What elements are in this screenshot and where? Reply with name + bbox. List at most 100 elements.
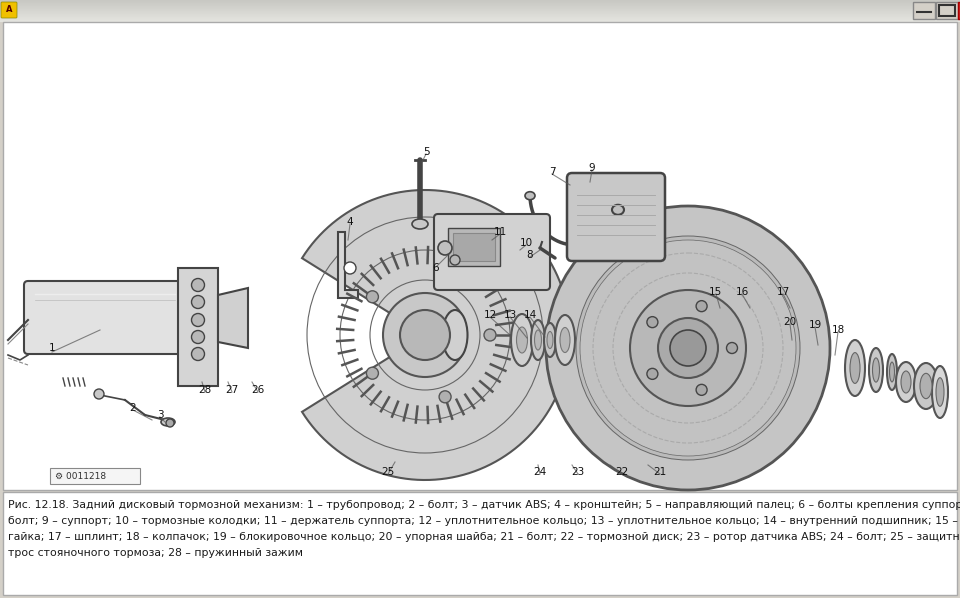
Ellipse shape	[555, 315, 575, 365]
FancyBboxPatch shape	[1, 2, 17, 18]
Circle shape	[438, 241, 452, 255]
Text: 16: 16	[735, 287, 749, 297]
Ellipse shape	[869, 348, 883, 392]
Bar	[0, 7, 960, 8]
Circle shape	[344, 262, 356, 274]
Ellipse shape	[412, 219, 428, 229]
Bar	[0, 1, 960, 2]
Ellipse shape	[544, 323, 556, 357]
Bar	[0, 6, 960, 7]
Text: 20: 20	[783, 317, 797, 327]
Ellipse shape	[547, 331, 553, 349]
Bar	[453, 233, 495, 261]
Circle shape	[191, 313, 204, 327]
Text: 28: 28	[199, 385, 211, 395]
Text: болт; 9 – суппорт; 10 – тормозные колодки; 11 – держатель суппорта; 12 – уплотни: болт; 9 – суппорт; 10 – тормозные колодк…	[8, 516, 960, 526]
Ellipse shape	[850, 353, 860, 383]
Text: 21: 21	[654, 467, 666, 477]
Circle shape	[546, 206, 830, 490]
Bar	[936, 2, 958, 19]
Bar	[0, 14, 960, 15]
Bar	[0, 2, 960, 3]
Ellipse shape	[535, 330, 541, 350]
Circle shape	[647, 316, 658, 328]
Text: 12: 12	[484, 310, 496, 320]
Bar	[0, 15, 960, 16]
Text: 3: 3	[156, 410, 163, 420]
Circle shape	[439, 267, 451, 279]
Circle shape	[696, 301, 708, 312]
Circle shape	[647, 368, 658, 379]
Bar	[178, 268, 218, 386]
Circle shape	[400, 310, 450, 360]
Text: гайка; 17 – шплинт; 18 – колпачок; 19 – блокировочное кольцо; 20 – упорная шайба: гайка; 17 – шплинт; 18 – колпачок; 19 – …	[8, 532, 960, 542]
Ellipse shape	[560, 328, 570, 352]
Ellipse shape	[525, 192, 535, 200]
Bar	[0, 5, 960, 6]
Circle shape	[367, 291, 378, 303]
Circle shape	[630, 290, 746, 406]
Bar	[0, 13, 960, 14]
Text: 8: 8	[527, 250, 534, 260]
Text: 15: 15	[708, 287, 722, 297]
Bar	[0, 3, 960, 4]
Ellipse shape	[516, 327, 527, 353]
Ellipse shape	[932, 366, 948, 418]
Circle shape	[191, 295, 204, 309]
Text: 11: 11	[493, 227, 507, 237]
Circle shape	[727, 343, 737, 353]
FancyBboxPatch shape	[24, 281, 187, 354]
Polygon shape	[338, 232, 358, 298]
Text: 26: 26	[252, 385, 265, 395]
Bar	[0, 0, 960, 1]
Text: 4: 4	[347, 217, 353, 227]
Polygon shape	[218, 288, 248, 348]
Text: 22: 22	[615, 467, 629, 477]
Bar	[0, 11, 960, 12]
FancyBboxPatch shape	[434, 214, 550, 290]
Circle shape	[191, 347, 204, 361]
Circle shape	[94, 389, 104, 399]
Ellipse shape	[612, 205, 624, 215]
Text: трос стояночного тормоза; 28 – пружинный зажим: трос стояночного тормоза; 28 – пружинный…	[8, 548, 303, 558]
Ellipse shape	[443, 310, 468, 360]
Circle shape	[191, 279, 204, 291]
Circle shape	[450, 255, 460, 265]
Bar	[0, 16, 960, 17]
Text: 18: 18	[831, 325, 845, 335]
Circle shape	[580, 240, 796, 456]
Circle shape	[484, 329, 496, 341]
Bar	[3, 22, 957, 490]
Bar	[0, 4, 960, 5]
Bar	[0, 21, 960, 22]
FancyBboxPatch shape	[567, 173, 665, 261]
Bar	[0, 10, 960, 11]
Text: 13: 13	[503, 310, 516, 320]
Text: ⚙ 0011218: ⚙ 0011218	[55, 471, 107, 481]
Circle shape	[670, 330, 706, 366]
Text: 14: 14	[523, 310, 537, 320]
Ellipse shape	[936, 378, 944, 406]
Bar	[50, 468, 140, 484]
Ellipse shape	[887, 354, 897, 390]
Circle shape	[658, 318, 718, 378]
Bar	[0, 9, 960, 10]
Circle shape	[367, 367, 378, 379]
Bar	[3, 492, 957, 595]
Polygon shape	[302, 190, 570, 480]
Ellipse shape	[896, 362, 916, 402]
Text: 1: 1	[49, 343, 56, 353]
Text: A: A	[6, 5, 12, 14]
Text: 7: 7	[549, 167, 555, 177]
Ellipse shape	[890, 362, 895, 382]
Ellipse shape	[511, 314, 533, 366]
Bar	[958, 2, 960, 19]
Ellipse shape	[901, 371, 911, 393]
Text: 27: 27	[226, 385, 239, 395]
Text: 24: 24	[534, 467, 546, 477]
Ellipse shape	[531, 320, 545, 360]
Circle shape	[191, 331, 204, 343]
Ellipse shape	[920, 373, 932, 399]
Circle shape	[696, 385, 708, 395]
Bar	[939, 5, 955, 16]
